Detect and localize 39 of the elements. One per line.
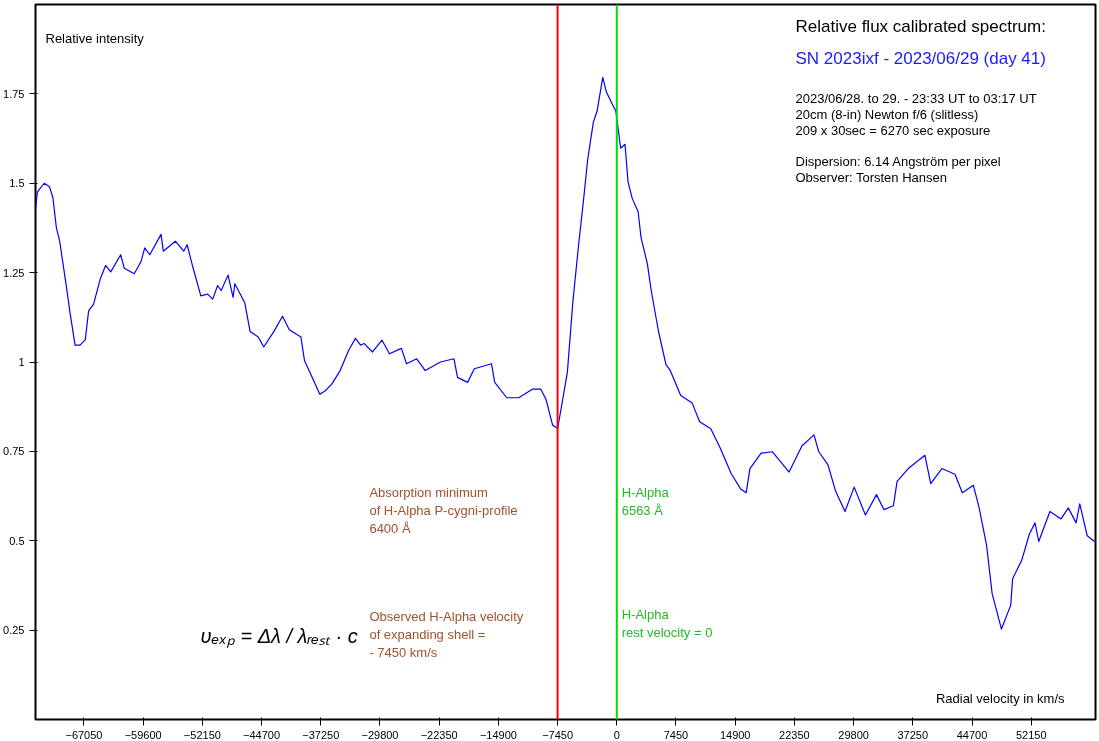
text: SN 2023ixf - 2023/06/29 (day 41) [795, 48, 1046, 68]
x-tick-label: −14900 [479, 728, 517, 741]
x-tick-label: 52150 [1015, 728, 1047, 741]
x-tick-label: 14900 [719, 728, 751, 741]
annotation: Dispersion: 6.14 Angström per pixel [795, 153, 1001, 169]
line-series [35, 76, 1096, 630]
x-tick-label: −52150 [183, 728, 221, 741]
x-tick-label: 22350 [779, 728, 810, 741]
x-tick-label: 29800 [838, 728, 869, 741]
text: Relative flux calibrated spectrum: [795, 16, 1046, 36]
y-tick-label: 1.25 [3, 266, 25, 279]
y-tick-label: 0.5 [9, 534, 25, 547]
x-tick-label: 44700 [956, 728, 988, 741]
x-tick-label: 0 [613, 728, 620, 741]
annotation: Observed H-Alpha velocity of expanding shell = - 7450 km/s [369, 608, 524, 660]
y-tick-label: 0.75 [3, 445, 25, 458]
annotation: 209 x 30sec = 6270 sec exposure [795, 122, 991, 138]
x-tick-label: 37250 [897, 728, 929, 741]
y-tick-label: 1.5 [9, 177, 25, 190]
x-tick-label: −44700 [243, 728, 281, 741]
x-tick-label: −59600 [124, 728, 162, 741]
annotation: υₑₓₚ = Δλ / λᵣₑₛₜ · c [200, 624, 358, 648]
y-tick-label: 1 [18, 356, 25, 368]
x-tick-label: −67050 [65, 728, 103, 741]
x-tick-label: −7450 [542, 728, 574, 741]
annotation: 20cm (8-in) Newton f/6 (slitless) [795, 106, 979, 122]
x-tick-label: −29800 [361, 728, 399, 741]
annotation: H-Alpha rest velocity = 0 [621, 607, 713, 641]
x-axis-title: Radial velocity in km/s [935, 690, 1065, 706]
x-tick-label: −22350 [420, 728, 458, 741]
annotation: Absorption minimum of H-Alpha P-cygni-profile 6400 Å [369, 484, 518, 536]
y-tick-label: 1.75 [3, 87, 25, 100]
x-tick-label: −37250 [302, 728, 340, 741]
annotation: 2023/06/28. to 29. - 23:33 UT to 03:17 UT [795, 90, 1037, 106]
annotation: H-Alpha 6563 Å [621, 484, 670, 518]
y-tick-label: 0.25 [3, 624, 25, 637]
x-tick-label: 7450 [663, 728, 689, 741]
y-axis-title: Relative intensity [45, 30, 145, 46]
annotation: Observer: Torsten Hansen [795, 169, 947, 185]
